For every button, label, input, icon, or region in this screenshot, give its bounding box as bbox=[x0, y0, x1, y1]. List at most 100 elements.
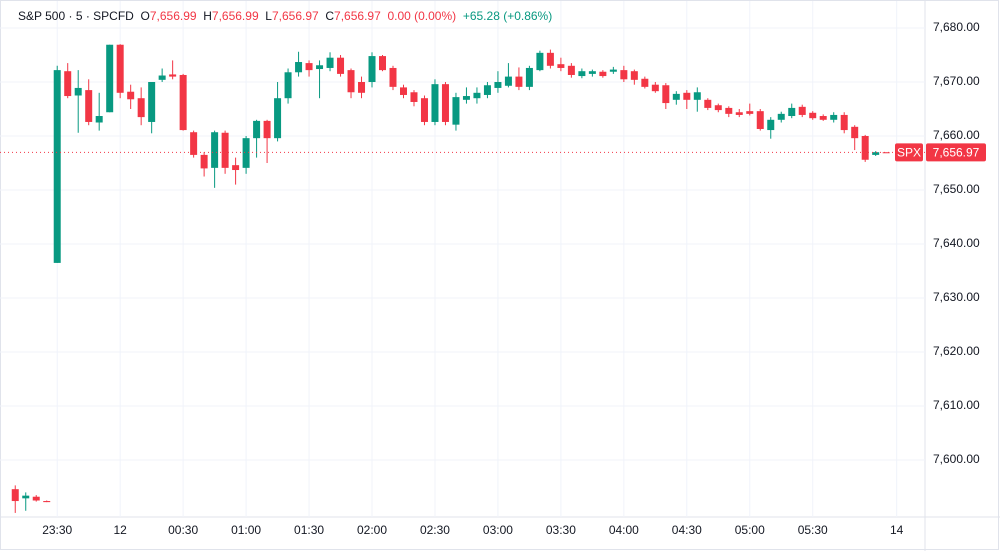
candle-body bbox=[379, 56, 387, 71]
candle-body bbox=[399, 87, 407, 95]
candle-body bbox=[641, 78, 649, 87]
candle-body bbox=[725, 107, 733, 114]
candle-body bbox=[809, 112, 817, 119]
candle-body bbox=[557, 64, 565, 68]
candle-body bbox=[588, 71, 596, 74]
candle-body bbox=[609, 69, 617, 72]
y-tick-label: 7,610.00 bbox=[933, 398, 980, 412]
candle-body bbox=[263, 120, 271, 139]
candle-body bbox=[651, 84, 659, 92]
candle-body bbox=[788, 107, 796, 117]
o-label: O bbox=[140, 9, 150, 23]
candle-body bbox=[190, 132, 198, 155]
candle-body bbox=[53, 70, 61, 263]
x-tick-label: 14 bbox=[890, 523, 904, 537]
candle-body bbox=[242, 138, 250, 168]
y-tick-label: 7,670.00 bbox=[933, 74, 980, 88]
candle-body bbox=[872, 152, 880, 155]
candle-body bbox=[819, 116, 827, 120]
candle-body bbox=[127, 91, 135, 100]
candle-body bbox=[515, 76, 523, 87]
candle-body bbox=[735, 112, 743, 115]
candle-body bbox=[777, 113, 785, 120]
candle-body bbox=[410, 92, 418, 102]
x-tick-label: 23:30 bbox=[42, 523, 72, 537]
candle-body bbox=[452, 97, 460, 125]
x-tick-label: 01:00 bbox=[231, 523, 261, 537]
candle-body bbox=[704, 99, 712, 108]
candle-body bbox=[158, 75, 166, 80]
x-tick-label: 03:30 bbox=[546, 523, 576, 537]
candle-body bbox=[683, 92, 691, 100]
candle-body bbox=[106, 44, 114, 113]
candle-body bbox=[232, 165, 240, 171]
symbol-tag-text: SPX bbox=[897, 146, 921, 160]
candle-body bbox=[525, 67, 533, 87]
header: S&P 500 · 5 · SPCFD O7,656.99 H7,656.99 … bbox=[18, 9, 552, 23]
candle-body bbox=[494, 82, 502, 88]
candle-body bbox=[368, 56, 376, 82]
candle-body bbox=[662, 85, 670, 104]
x-tick-label: 02:30 bbox=[420, 523, 450, 537]
candle-body bbox=[693, 92, 701, 100]
candle-body bbox=[179, 74, 187, 131]
candle-body bbox=[746, 111, 754, 114]
candle-body bbox=[169, 74, 177, 77]
candle-body bbox=[32, 496, 40, 501]
candle-body bbox=[95, 116, 103, 123]
x-tick-label: 01:30 bbox=[294, 523, 324, 537]
candle-body bbox=[567, 65, 575, 75]
candle-body bbox=[756, 111, 764, 129]
candle-body bbox=[389, 67, 397, 87]
candle-body bbox=[274, 98, 282, 139]
candle-body bbox=[64, 71, 72, 97]
l-value: 7,656.97 bbox=[271, 9, 319, 23]
x-tick-label: 02:00 bbox=[357, 523, 387, 537]
y-tick-label: 7,680.00 bbox=[933, 20, 980, 34]
candle-body bbox=[347, 70, 355, 93]
h-label: H bbox=[203, 9, 212, 23]
candle-body bbox=[798, 106, 806, 115]
candle-body bbox=[462, 96, 470, 100]
c-label: C bbox=[325, 9, 335, 23]
candle-body bbox=[337, 57, 345, 74]
change: 0.00 (0.00%) bbox=[387, 9, 457, 23]
candle-body bbox=[200, 154, 208, 169]
candle-body bbox=[211, 132, 219, 168]
candle-body bbox=[599, 71, 607, 77]
y-tick-label: 7,620.00 bbox=[933, 344, 980, 358]
candle-body bbox=[358, 82, 366, 93]
y-tick-label: 7,650.00 bbox=[933, 182, 980, 196]
candle-body bbox=[473, 92, 481, 99]
c-value: 7,656.97 bbox=[334, 9, 381, 23]
symbol-tag bbox=[895, 143, 923, 162]
candle-body bbox=[326, 57, 334, 68]
candle-body bbox=[316, 65, 324, 70]
candle-body bbox=[882, 152, 890, 154]
y-tick-label: 7,640.00 bbox=[933, 236, 980, 250]
candle-body bbox=[253, 120, 261, 139]
candle-body bbox=[116, 44, 124, 93]
candle-body bbox=[74, 87, 82, 96]
candle-body bbox=[148, 82, 156, 122]
candle-body bbox=[441, 84, 449, 122]
h-value: 7,656.99 bbox=[211, 9, 259, 23]
x-tick-label: 04:00 bbox=[609, 523, 639, 537]
x-tick-label: 03:00 bbox=[483, 523, 513, 537]
candle-body bbox=[840, 114, 848, 131]
candle-body bbox=[85, 90, 93, 122]
candle-body bbox=[295, 62, 303, 73]
candle-body bbox=[221, 132, 229, 168]
x-tick-label: 05:00 bbox=[735, 523, 765, 537]
candle-body bbox=[830, 114, 838, 120]
candle-body bbox=[483, 85, 491, 95]
candle-body bbox=[620, 70, 628, 80]
y-tick-label: 7,600.00 bbox=[933, 452, 980, 466]
x-tick-label: 04:30 bbox=[672, 523, 702, 537]
symbol: S&P 500 · 5 · SPCFD bbox=[18, 9, 134, 23]
day-change: +65.28 (+0.86%) bbox=[462, 9, 553, 23]
candle-body bbox=[11, 489, 19, 502]
